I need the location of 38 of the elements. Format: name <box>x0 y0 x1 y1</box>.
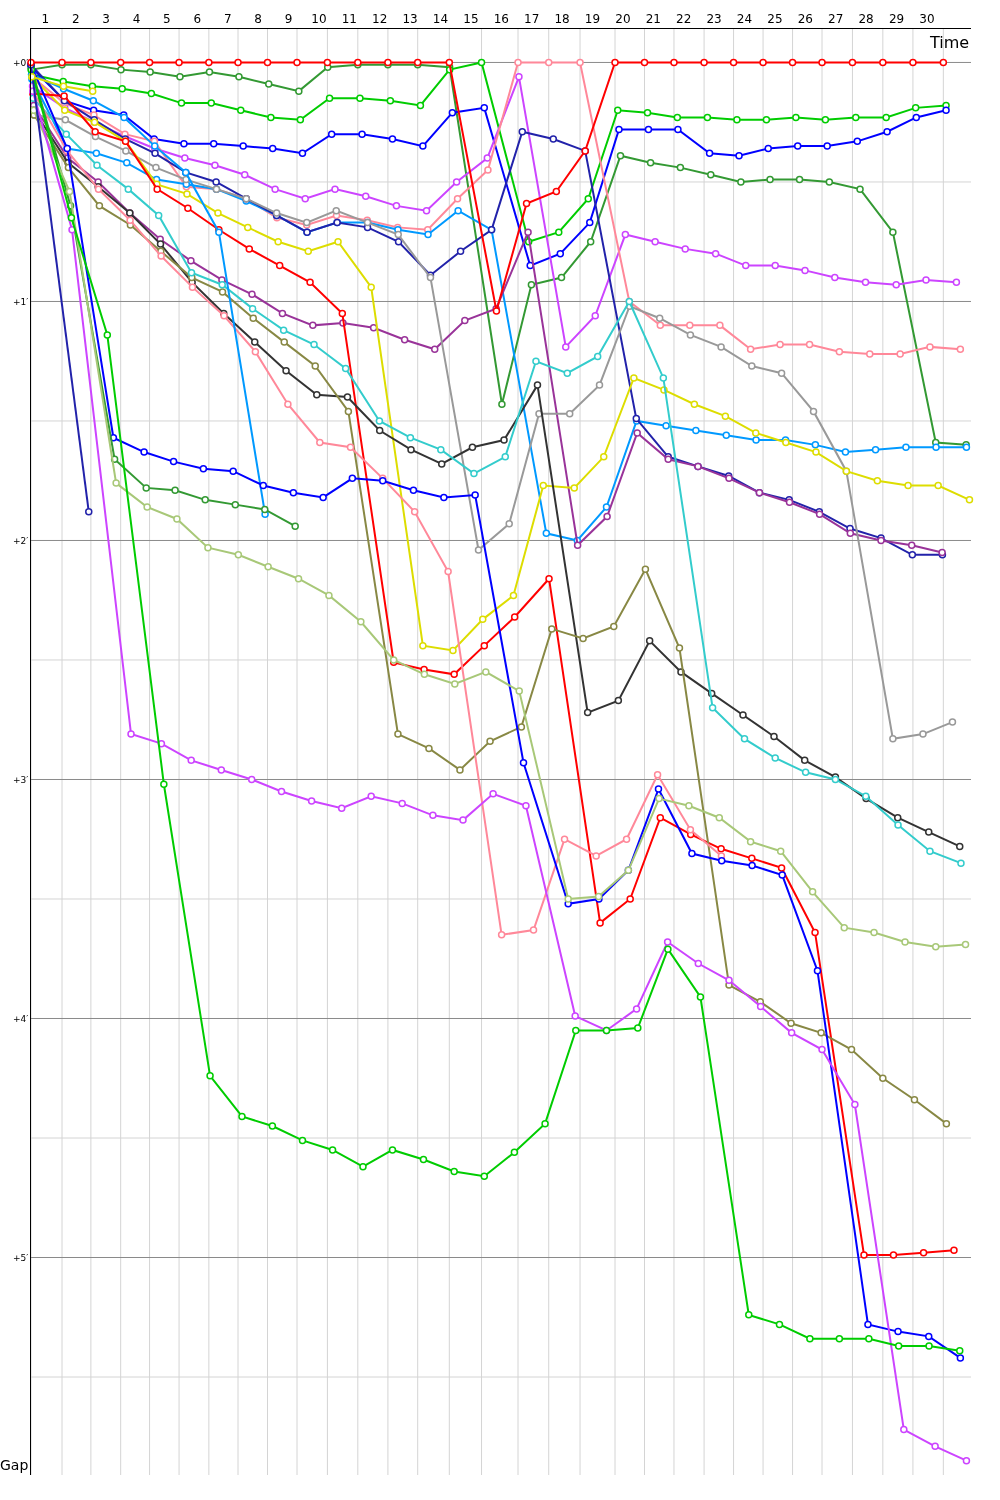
y-tick-label: +5′ <box>12 1252 29 1263</box>
x-tick-label: 17 <box>524 12 540 27</box>
y-tick-label: +1′ <box>12 296 29 307</box>
x-tick-label: 10 <box>311 12 327 27</box>
x-tick-label: 14 <box>432 12 449 27</box>
x-tick-label: 5 <box>163 12 171 27</box>
x-tick-label: 26 <box>797 12 813 27</box>
x-tick-label: 11 <box>341 12 357 27</box>
x-tick-label: 30 <box>919 12 935 27</box>
x-tick-label: 24 <box>736 12 753 27</box>
x-tick-label: 27 <box>828 12 844 27</box>
x-tick-label: 29 <box>888 12 905 27</box>
x-tick-label: 16 <box>493 12 509 27</box>
x-tick-label: 7 <box>223 12 232 27</box>
x-tick-label: 4 <box>132 12 141 27</box>
x-tick-label: 8 <box>254 12 262 27</box>
x-tick-label: 22 <box>676 12 692 27</box>
x-tick-label: 3 <box>102 12 110 27</box>
x-tick-label: 2 <box>71 12 80 27</box>
y-tick-label: +3′ <box>12 774 29 785</box>
x-tick-label: 19 <box>584 12 601 27</box>
x-tick-label: 12 <box>372 12 388 27</box>
x-tick-label: 23 <box>706 12 722 27</box>
x-tick-label: 25 <box>767 12 783 27</box>
x-tick-label: 13 <box>402 12 418 27</box>
x-tick-label: 18 <box>554 12 570 27</box>
x-tick-label: 1 <box>41 12 50 27</box>
y-tick-label: +4′ <box>12 1013 29 1024</box>
y-axis-title: Gap <box>0 1457 29 1473</box>
x-axis-title: Time <box>929 33 970 52</box>
x-tick-label: 9 <box>284 12 293 27</box>
x-tick-label: 15 <box>463 12 479 27</box>
x-tick-label: 21 <box>645 12 661 27</box>
y-tick-label: +2′ <box>12 535 29 546</box>
x-tick-label: 20 <box>615 12 631 27</box>
x-tick-label: 28 <box>858 12 874 27</box>
y-tick-label: +0′ <box>12 57 29 68</box>
x-tick-label: 6 <box>193 12 202 27</box>
